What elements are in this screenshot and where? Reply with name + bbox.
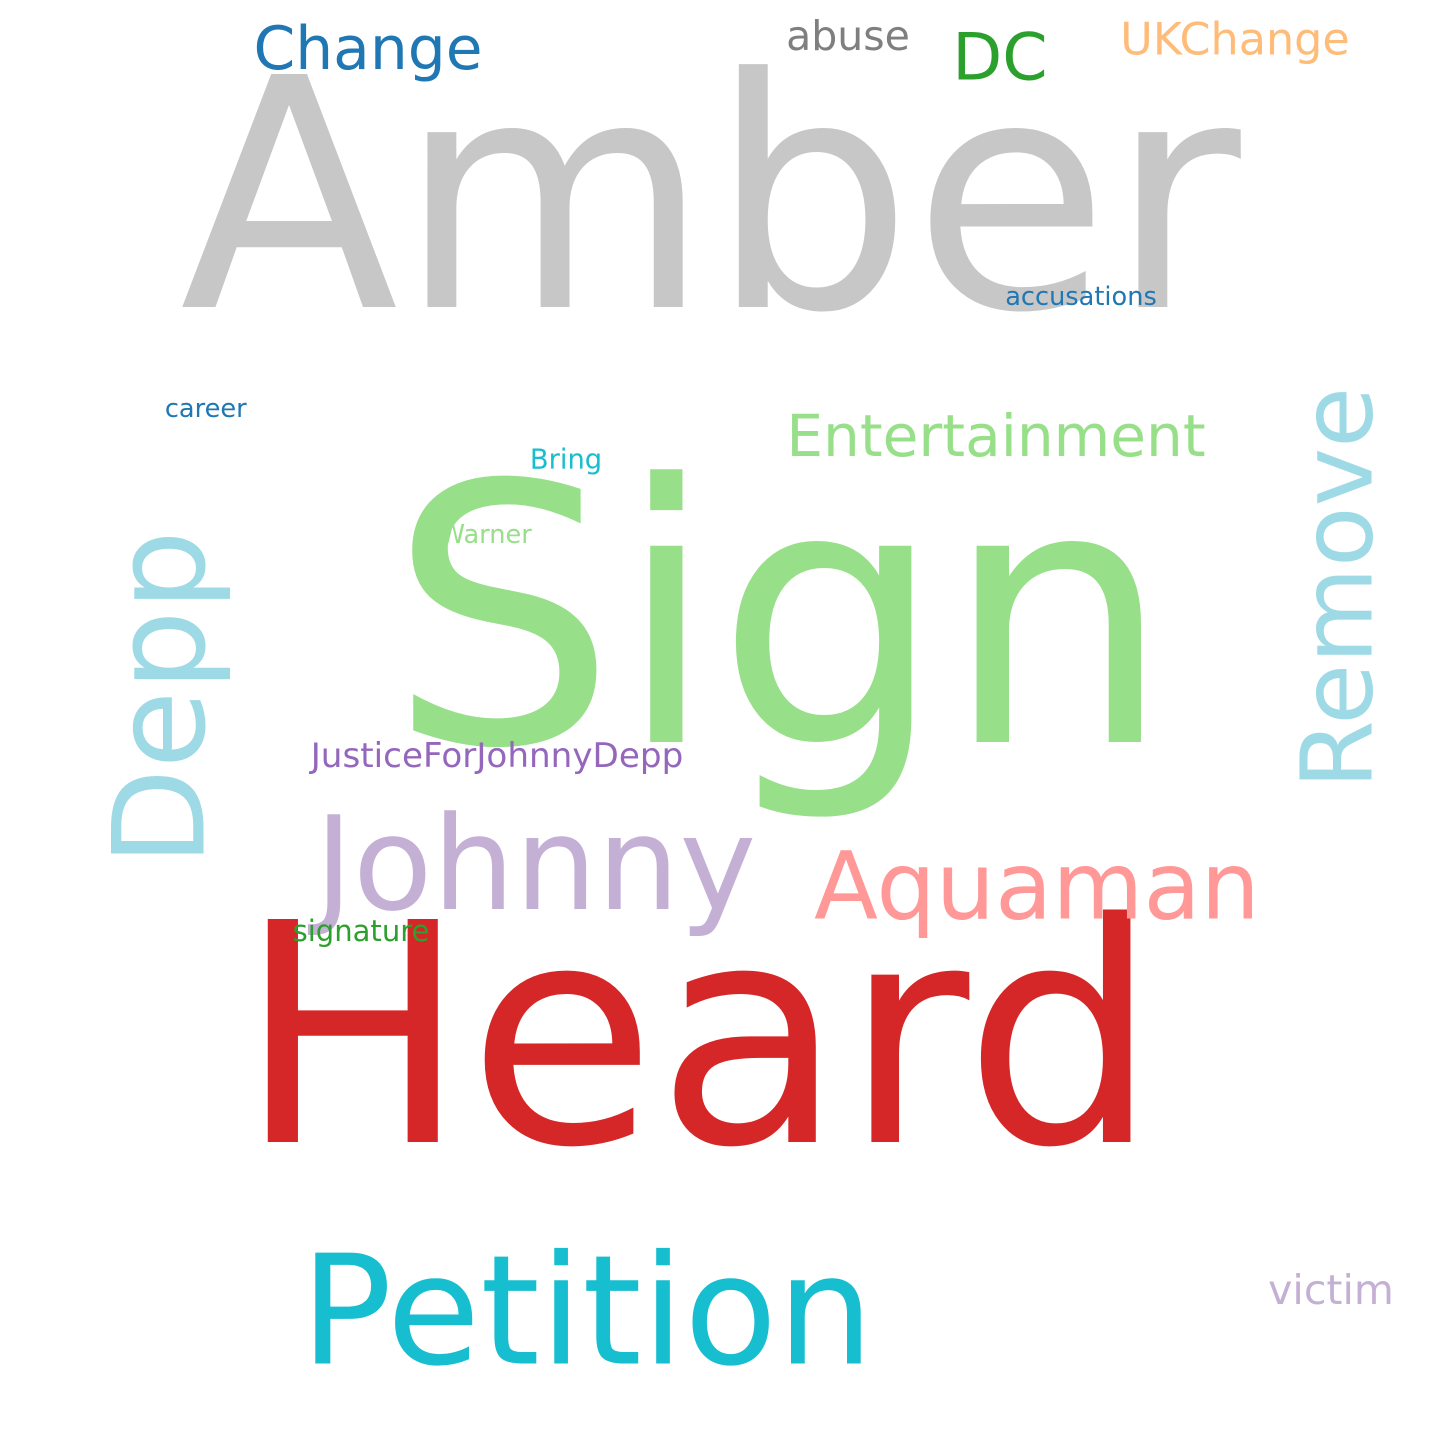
word-depp: Depp [87,530,234,866]
word-warner: Warner [440,520,532,550]
word-victim: victim [1268,1266,1394,1314]
word-entertainment: Entertainment [786,402,1205,470]
word-aquaman: Aquaman [814,833,1260,942]
word-career: career [165,394,247,424]
word-bring: Bring [530,445,602,476]
word-johnny: Johnny [308,788,757,940]
word-change: Change [253,14,482,84]
word-heard: Heard [238,859,1158,1215]
word-remove: Remove [1281,387,1396,789]
word-accusations: accusations [1005,282,1157,312]
word-dc: DC [952,21,1047,96]
word-abuse: abuse [786,12,910,60]
word-sign: Sign [389,409,1172,827]
word-ukchange: UKChange [1120,15,1349,66]
word-petition: Petition [300,1223,873,1400]
word-justicefor-johnny-depp: JusticeForJohnnyDepp [309,736,684,776]
word-amber: Amber [180,11,1244,383]
word-signature: signature [293,914,430,948]
